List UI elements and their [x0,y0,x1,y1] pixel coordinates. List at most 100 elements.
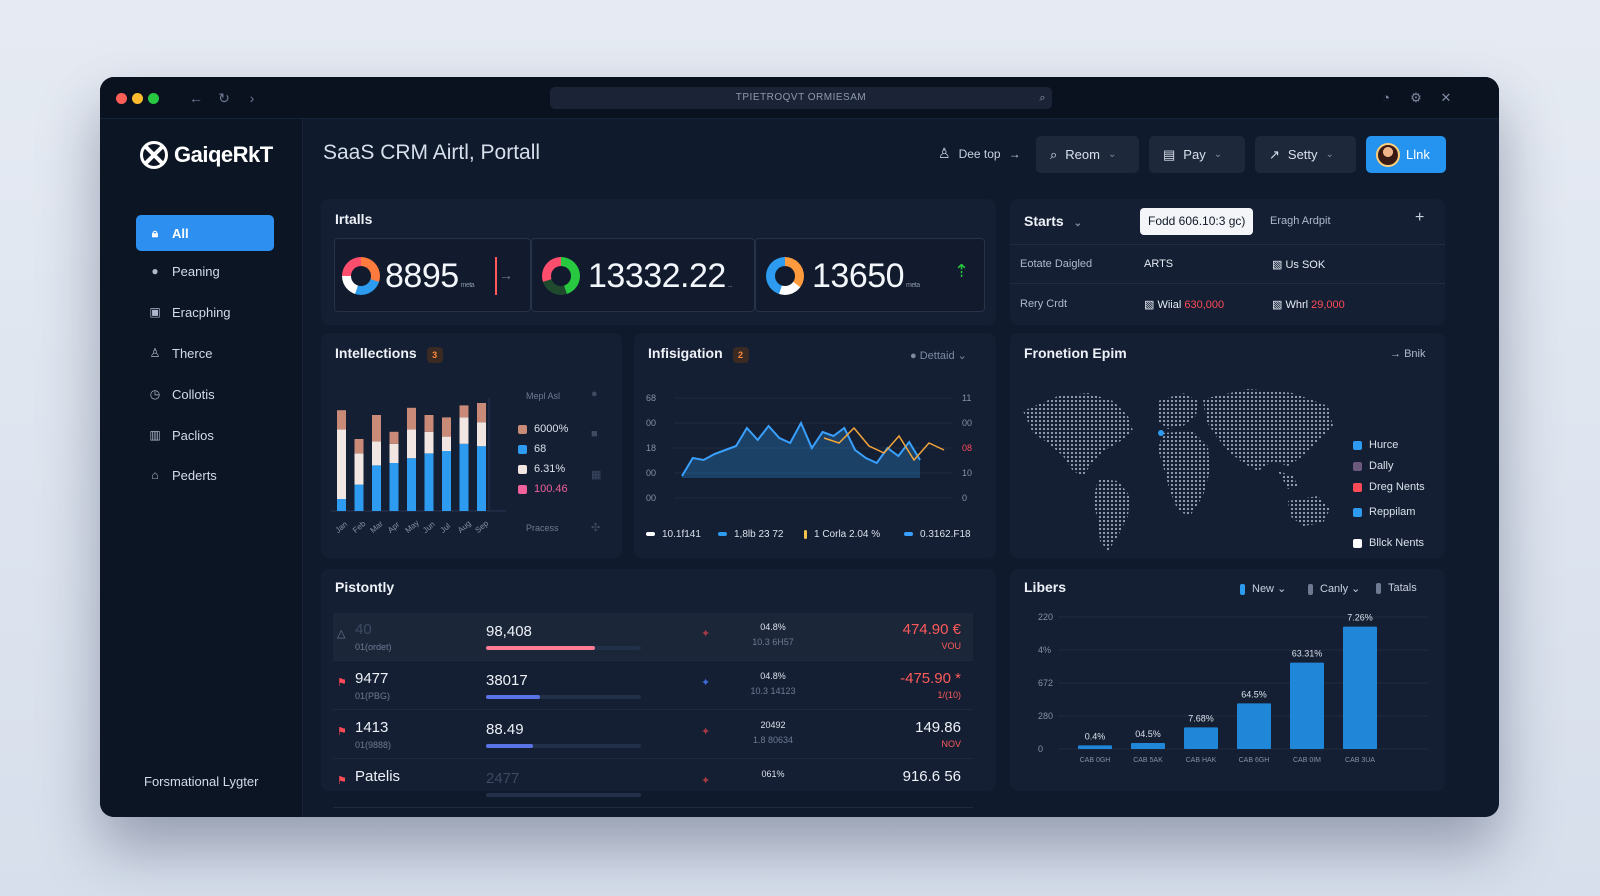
bar [1343,626,1377,749]
x-tick-label: CAB 6GH [1239,757,1270,764]
y-tick-label-right: 10 [962,468,972,478]
x-tick-label: Jan [334,520,350,535]
pin-icon[interactable]: ● [591,388,598,400]
link-button[interactable]: Llnk [1366,136,1446,173]
map-title: Fronetion Epim [1024,345,1127,361]
filter-canly[interactable]: Canly ⌄ [1308,582,1360,595]
sidebar-item-collotis[interactable]: ◷ Collotis [136,376,274,412]
libers-title: Libers [1024,579,1067,595]
bar-segment [459,405,469,418]
legend-item: Bllck Nents [1353,537,1424,549]
bar-segment [459,443,469,511]
x-tick-label: Aug [456,519,473,535]
row-amount: 149.86 [915,719,961,736]
divider [1010,244,1445,245]
reload-icon[interactable]: ↻ [218,90,230,106]
row-pct: 061% [761,769,785,779]
legend-item: 6000% [518,423,568,435]
sidebar-item-pederts[interactable]: ⌂ Pederts [136,457,274,493]
table-row[interactable]: ⚑ Patelis 2477 ✦ 061% 916.6 56 [333,760,973,808]
settings-dropdown[interactable]: ↗ Setty ⌄ [1255,136,1356,173]
brand-name: GaiqeRkT [174,142,273,167]
legend-item: 100.46 [518,483,568,495]
bar-segment [477,403,486,423]
sidebar-item-therce[interactable]: ♙ Therce [136,335,274,371]
grid-icon[interactable]: ▦ [591,469,602,481]
kpi-card[interactable]: 13332.22... [531,238,755,312]
legend-item: 1,8lb 23 72 [718,529,784,540]
sidebar-item-all[interactable]: 🔒︎ All [136,215,274,251]
room-dropdown[interactable]: ⌕ Reom ⌄ [1036,136,1139,173]
tab-eragh[interactable]: Eragh Ardpit [1270,215,1331,227]
image-icon: ▣ [149,305,161,319]
libers-bar-chart: 220 4% 672 280 0 0.4% CAB 0GH 04.5% CAB 5AK 7.68%… [1038,612,1428,764]
settings-icon[interactable]: ✣ [591,522,601,534]
row-id: 9477 [355,670,389,687]
pay-dropdown[interactable]: ▤ Pay ⌄ [1149,136,1245,173]
detail-dropdown[interactable]: ● Dettaid ⌄ [910,350,967,362]
brand-logo[interactable]: GaiqeRkT [140,141,273,169]
logo-icon [140,141,168,169]
bar [1237,703,1271,749]
address-bar[interactable]: TPIETROQVT ORMIESAM ⌕ [550,87,1052,109]
bar-segment [354,484,364,511]
intellections-title: Intellections 3 [335,345,443,363]
chevron-down-icon: ⌄ [1325,149,1334,160]
row-bar-track [486,744,641,748]
x-tick-label: Jun [421,520,437,535]
minimize-window-button[interactable] [132,93,143,104]
forward-arrow-icon[interactable]: › [249,90,255,106]
row-amount-sub: NOV [941,739,961,749]
legend-item: 0.3162.F18 [904,529,971,540]
back-arrow-icon[interactable]: ← [189,90,203,106]
sidebar-footer[interactable]: Forsmational Lygter [144,774,259,789]
bar-segment [424,453,434,511]
legend-item: 1 Corla 2.04 % [804,529,880,540]
row-label: Eotate Daigled [1020,258,1093,270]
x-tick-label: CAB HAK [1186,757,1217,764]
maximize-window-button[interactable] [148,93,159,104]
bar [1184,727,1218,749]
filter-totals[interactable]: Tatals [1376,582,1417,594]
row-amount: 474.90 € [902,621,961,638]
settings-icon[interactable]: ⚙ [1410,90,1422,105]
doc-icon: ▧ [1272,299,1283,311]
divider [1010,283,1445,284]
bar-segment [477,422,486,447]
bell-icon[interactable]: ◔ [1382,90,1390,105]
infisigation-title: Infisigation 2 [648,345,749,363]
sidebar-item-paclios[interactable]: ▥ Paclios [136,417,274,453]
bar-segment [407,458,416,511]
table-row[interactable]: ⚑ 9477 01(PBG) 38017 ✦ 04.8% 10.3 14123 … [333,662,973,710]
data-label: 64.5% [1241,689,1267,699]
app-window: ← ↻ › TPIETROQVT ORMIESAM ⌕ ◔ ⚙ ✕ GaiqeR… [100,77,1499,817]
close-window-button[interactable] [116,93,127,104]
chevron-down-icon: ⌄ [1073,218,1082,229]
close-icon[interactable]: ✕ [1440,90,1452,105]
desktop-link[interactable]: ♙ Dee top → [938,145,1021,162]
y-tick-label: 4% [1038,645,1051,655]
x-tick-label: CAB 5AK [1133,757,1163,764]
row-value: 38017 [486,672,528,689]
y-tick-label-right: 0 [962,493,967,503]
filter-new[interactable]: New ⌄ [1240,582,1286,595]
sidebar-item-eracphing[interactable]: ▣ Eracphing [136,294,274,330]
bar-segment [372,415,381,442]
search-icon[interactable]: ⌕ [1039,92,1046,104]
sidebar-item-label: Pederts [172,467,217,483]
add-icon[interactable]: + [1415,209,1425,226]
table-row[interactable]: ⚑ 1413 01(9888) 88.49 ✦ 20492 1.8 80634 … [333,711,973,759]
bar-segment [389,431,399,444]
kpi-card[interactable]: 13650 meta ⇡ [755,238,985,312]
row-value: ARTS [1144,258,1174,270]
kpi-card[interactable]: 8895 meta → [334,238,531,312]
date-chip[interactable]: Fodd 606.10:3 gc) [1140,208,1254,235]
sidebar-item-peaning[interactable]: ● Peaning [136,253,274,289]
row-pct-sub: 10.3 6H57 [752,637,794,647]
square-icon[interactable]: ■ [591,428,598,440]
y-tick-label: 672 [1038,678,1053,688]
row-id: 1413 [355,719,389,736]
map-link[interactable]: → Bnik [1390,348,1426,360]
table-row[interactable]: △ 40 01(ordet) 98,408 ✦ 04.8% 10.3 6H57 … [333,613,973,661]
